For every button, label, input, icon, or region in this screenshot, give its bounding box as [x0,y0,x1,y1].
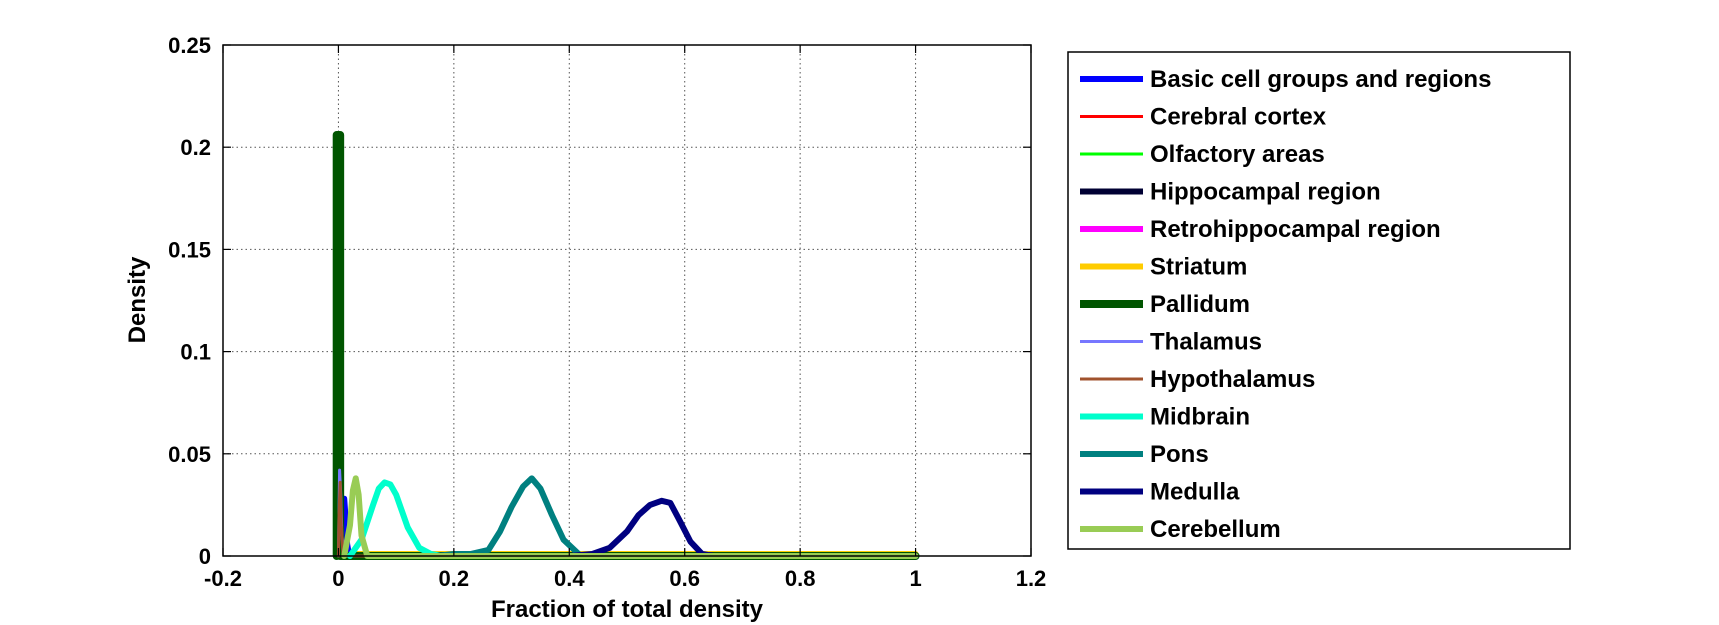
y-tick-label: 0.25 [168,33,211,58]
x-tick-label: 0.2 [439,566,470,591]
y-axis-label: Density [124,256,151,343]
legend-label-midbrain: Midbrain [1150,404,1250,431]
x-tick-label: 0.4 [554,566,585,591]
series-layer [332,130,920,560]
x-tick-label: 0.6 [669,566,700,591]
y-tick-label: 0.15 [168,237,211,262]
y-tick-label: 0.1 [180,340,211,365]
legend-label-cerebral-cortex: Cerebral cortex [1150,104,1327,131]
legend-label-cerebellum: Cerebellum [1150,516,1281,543]
legend-label-olfactory-areas: Olfactory areas [1150,141,1325,168]
series-line-cerebellum [341,475,919,559]
legend-label-medulla: Medulla [1150,479,1240,506]
ticks: -0.2 0 0.2 0.4 0.6 0.8 1 1.200.050.10.150.20.25 [168,33,1046,591]
x-tick-label: 0.8 [785,566,816,591]
plot-frame [222,44,1032,557]
legend-label-pallidum: Pallidum [1150,291,1250,318]
x-tick-label: -0.2 [204,566,242,591]
legend-label-hippocampal-region: Hippocampal region [1150,179,1381,206]
legend: Basic cell groups and regions Cerebral co… [1067,51,1571,550]
x-axis-label: Fraction of total density [491,596,764,623]
x-tick-label: 1 [909,566,921,591]
y-tick-label: 0.2 [180,135,211,160]
legend-label-basic-cell-groups-and-regions: Basic cell groups and regions [1150,66,1491,93]
legend-box [1067,51,1571,550]
y-tick-label: 0 [199,544,211,569]
legend-label-hypothalamus: Hypothalamus [1150,366,1315,393]
x-tick-label: 1.2 [1016,566,1047,591]
plot-background [223,45,1031,556]
legend-label-striatum: Striatum [1150,254,1247,281]
y-tick-label: 0.05 [168,442,211,467]
legend-label-retrohippocampal-region: Retrohippocampal region [1150,216,1441,243]
x-tick-label: 0 [332,566,344,591]
legend-label-pons: Pons [1150,441,1209,468]
legend-label-thalamus: Thalamus [1150,329,1262,356]
